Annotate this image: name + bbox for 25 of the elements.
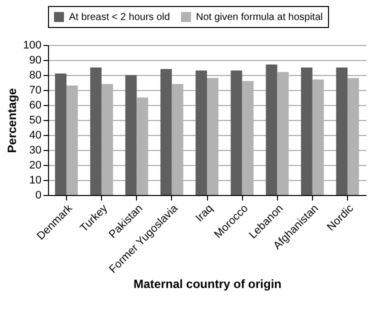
bar xyxy=(336,68,348,195)
bar xyxy=(266,64,278,195)
y-tick-label: 70 xyxy=(29,84,42,96)
y-tick-label: 0 xyxy=(35,190,42,202)
y-tick-label: 100 xyxy=(23,40,42,52)
bar xyxy=(160,69,172,195)
x-axis-title: Maternal country of origin xyxy=(133,277,282,292)
y-tick-label: 20 xyxy=(29,160,42,172)
legend-label: Not given formula at hospital xyxy=(196,12,323,23)
x-tick-label: Iraq xyxy=(194,202,216,224)
bar xyxy=(55,74,66,195)
bar xyxy=(300,68,312,195)
y-tick-label: 40 xyxy=(29,130,42,142)
bar xyxy=(196,70,207,195)
y-tick-label: 60 xyxy=(29,100,42,112)
y-tick-label: 90 xyxy=(29,54,42,66)
bar xyxy=(230,70,242,195)
y-tick-label: 50 xyxy=(29,114,42,126)
y-tick-label: 80 xyxy=(29,70,42,82)
y-axis-title: Percentage xyxy=(5,88,20,153)
y-tick-label: 30 xyxy=(29,144,42,156)
y-tick-label: 10 xyxy=(29,174,42,186)
legend-label: At breast < 2 hours old xyxy=(69,12,170,23)
bar xyxy=(125,75,137,195)
bar xyxy=(90,68,102,195)
